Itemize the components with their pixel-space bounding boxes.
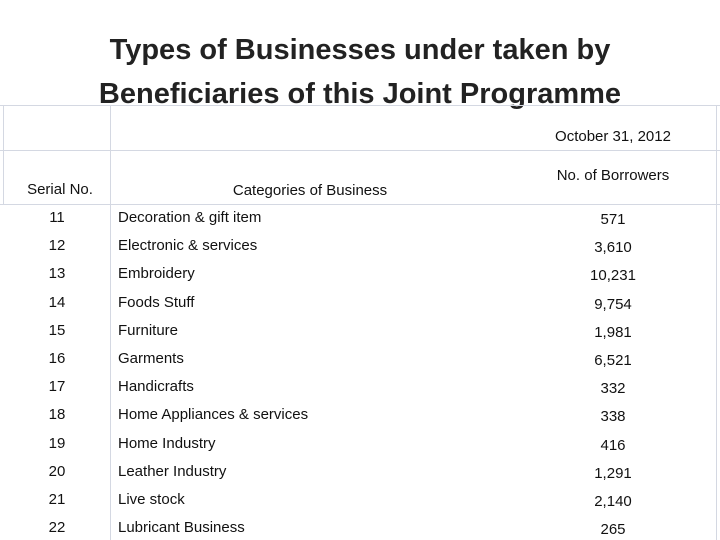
category-cell: Furniture — [118, 321, 179, 339]
serial-cell: 20 — [48, 462, 66, 480]
column-header: Categories of Business — [232, 182, 388, 199]
borrowers-cell: 6,521 — [594, 352, 632, 369]
category-cell: Foods Stuff — [118, 293, 195, 311]
borrowers-cell: 2,140 — [594, 493, 632, 510]
category-cell: Home Industry — [118, 434, 216, 452]
rule — [0, 204, 720, 205]
rule — [0, 150, 720, 151]
rule — [110, 105, 111, 540]
serial-cell: 13 — [48, 265, 66, 283]
category-cell: Decoration & gift item — [118, 209, 262, 226]
category-cell: Leather Industry — [118, 462, 227, 480]
borrowers-cell: 416 — [600, 436, 626, 454]
serial-cell: 17 — [48, 378, 66, 396]
serial-cell: 15 — [48, 321, 66, 339]
serial-cell: 12 — [48, 237, 66, 255]
category-cell: Garments — [118, 350, 184, 367]
serial-cell: 22 — [48, 519, 66, 537]
serial-cell: 18 — [48, 406, 66, 424]
borrowers-cell: 3,610 — [594, 239, 632, 257]
borrowers-cell: 9,754 — [594, 295, 632, 313]
borrowers-cell: 265 — [600, 521, 626, 539]
serial-cell: 11 — [49, 209, 65, 226]
slide-title: Types of Businesses under taken by Benef… — [98, 34, 622, 110]
category-cell: Lubricant Business — [118, 519, 245, 537]
date-header: October 31, 2012 — [555, 128, 671, 145]
category-cell: Embroidery — [118, 265, 195, 283]
serial-cell: 21 — [48, 491, 66, 508]
serial-cell: 16 — [48, 350, 66, 367]
column-header: No. of Borrowers — [556, 167, 670, 184]
rule — [716, 105, 717, 540]
borrowers-cell: 1,981 — [594, 323, 632, 341]
category-cell: Handicrafts — [118, 378, 194, 396]
borrowers-cell: 332 — [600, 380, 626, 398]
category-cell: Home Appliances & services — [118, 406, 309, 424]
borrowers-cell: 338 — [600, 408, 626, 426]
serial-cell: 19 — [48, 434, 66, 452]
category-cell: Live stock — [118, 491, 185, 508]
column-header: Serial No. — [27, 181, 93, 198]
borrowers-cell: 1,291 — [594, 464, 632, 482]
rule — [0, 105, 720, 106]
borrowers-cell: 571 — [600, 211, 626, 228]
borrowers-cell: 10,231 — [590, 267, 636, 285]
category-cell: Electronic & services — [118, 237, 258, 255]
serial-cell: 14 — [48, 293, 66, 311]
rule — [3, 105, 4, 205]
